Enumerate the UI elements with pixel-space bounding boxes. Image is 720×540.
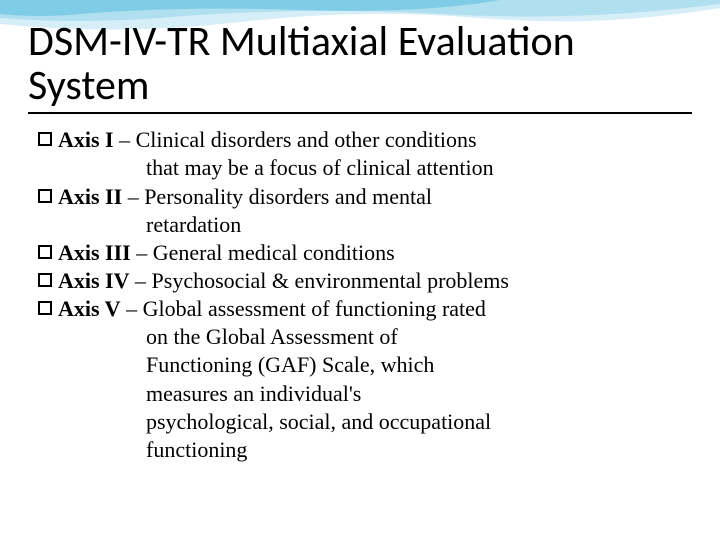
axis-list: Axis I – Clinical disorders and other co… bbox=[28, 126, 692, 464]
axis-continuation: on the Global Assessment of bbox=[38, 323, 692, 351]
axis-label: Axis II bbox=[58, 184, 122, 209]
axis-continuation: that may be a focus of clinical attentio… bbox=[38, 154, 692, 182]
square-bullet-icon bbox=[38, 245, 52, 259]
axis-desc: – Personality disorders and mental bbox=[122, 184, 432, 209]
slide-content: DSM-IV-TR Multiaxial Evaluation System A… bbox=[0, 0, 720, 464]
axis-continuation: psychological, social, and occupational bbox=[38, 408, 692, 436]
square-bullet-icon bbox=[38, 273, 52, 287]
axis-text: Axis III – General medical conditions bbox=[58, 239, 692, 267]
axis-label: Axis I bbox=[58, 127, 114, 152]
square-bullet-icon bbox=[38, 189, 52, 203]
axis-text: Axis V – Global assessment of functionin… bbox=[58, 295, 692, 323]
axis-desc: – Global assessment of functioning rated bbox=[121, 296, 486, 321]
square-bullet-icon bbox=[38, 301, 52, 315]
square-bullet-icon bbox=[38, 132, 52, 146]
axis-text: Axis I – Clinical disorders and other co… bbox=[58, 126, 692, 154]
axis-desc: – Psychosocial & environmental problems bbox=[130, 268, 509, 293]
axis-desc: – Clinical disorders and other condition… bbox=[114, 127, 477, 152]
axis-item: Axis IV – Psychosocial & environmental p… bbox=[38, 267, 692, 295]
axis-continuation: Functioning (GAF) Scale, which bbox=[38, 351, 692, 379]
axis-item: Axis I – Clinical disorders and other co… bbox=[38, 126, 692, 154]
axis-continuation: measures an individual's bbox=[38, 380, 692, 408]
axis-text: Axis II – Personality disorders and ment… bbox=[58, 183, 692, 211]
axis-item: Axis III – General medical conditions bbox=[38, 239, 692, 267]
axis-continuation: retardation bbox=[38, 211, 692, 239]
axis-desc: – General medical conditions bbox=[131, 240, 395, 265]
axis-text: Axis IV – Psychosocial & environmental p… bbox=[58, 267, 692, 295]
slide-title: DSM-IV-TR Multiaxial Evaluation System bbox=[28, 20, 692, 114]
axis-item: Axis V – Global assessment of functionin… bbox=[38, 295, 692, 323]
axis-label: Axis IV bbox=[58, 268, 130, 293]
axis-label: Axis V bbox=[58, 296, 121, 321]
axis-continuation: functioning bbox=[38, 436, 692, 464]
axis-label: Axis III bbox=[58, 240, 131, 265]
axis-item: Axis II – Personality disorders and ment… bbox=[38, 183, 692, 211]
